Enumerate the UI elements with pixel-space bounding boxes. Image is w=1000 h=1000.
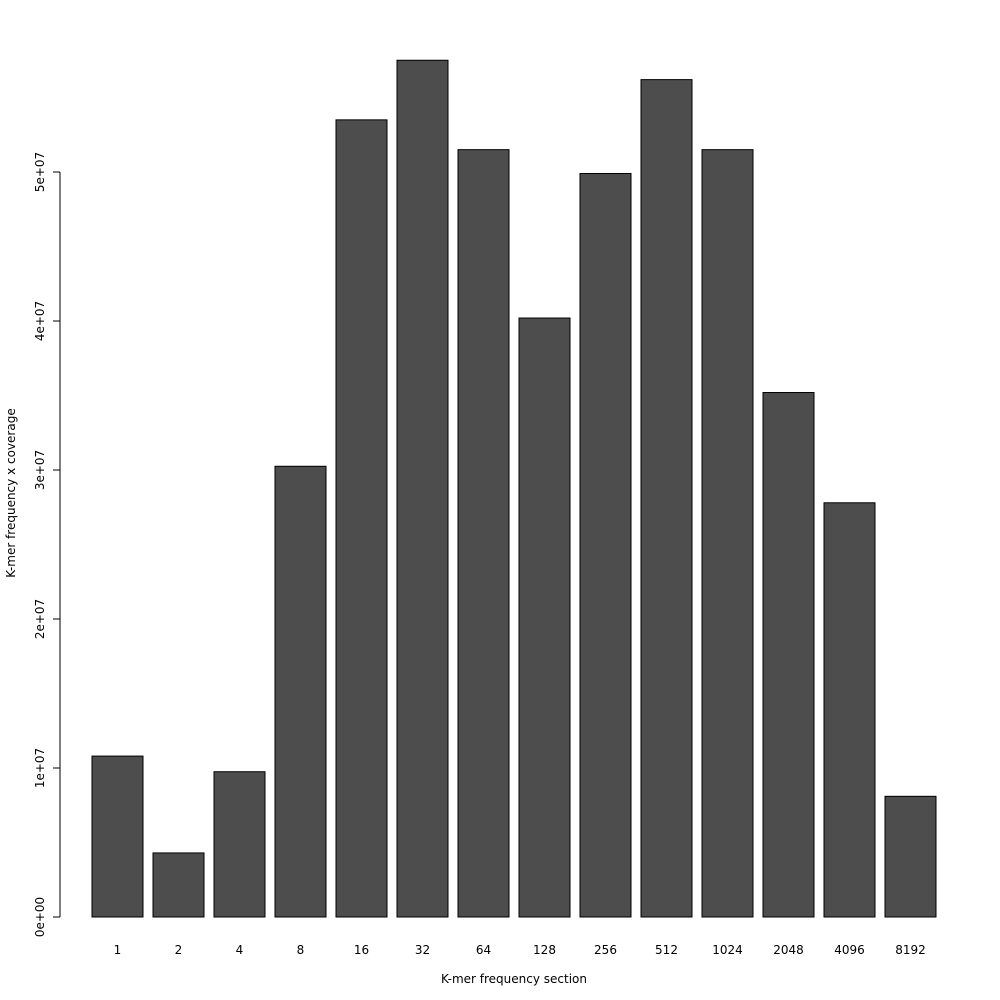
bar-512 bbox=[640, 79, 693, 918]
y-tick-label: 2e+07 bbox=[33, 599, 47, 639]
x-tick-label: 16 bbox=[354, 943, 369, 957]
bar-4 bbox=[213, 771, 266, 918]
y-tick-label: 0e+00 bbox=[33, 897, 47, 937]
bar-256 bbox=[579, 172, 632, 918]
bar-32 bbox=[396, 59, 449, 918]
x-axis-title: K-mer frequency section bbox=[441, 972, 587, 986]
bars-group bbox=[91, 59, 937, 918]
y-tick-label: 3e+07 bbox=[33, 450, 47, 490]
bar-1024 bbox=[701, 149, 754, 918]
x-tick-label: 8 bbox=[297, 943, 305, 957]
bar-1 bbox=[91, 755, 144, 918]
x-tick-label: 1024 bbox=[712, 943, 743, 957]
y-tick-label: 5e+07 bbox=[33, 152, 47, 192]
x-tick-label: 2048 bbox=[773, 943, 804, 957]
bar-16 bbox=[335, 119, 388, 918]
y-axis-title: K-mer frequency x coverage bbox=[4, 408, 18, 577]
y-tick-label: 4e+07 bbox=[33, 301, 47, 341]
bar-2048 bbox=[762, 392, 815, 918]
x-tick-label: 2 bbox=[175, 943, 183, 957]
bar-64 bbox=[457, 149, 510, 918]
bar-8192 bbox=[884, 795, 937, 918]
bar-2 bbox=[152, 852, 205, 918]
x-tick-label: 1 bbox=[114, 943, 122, 957]
x-tick-label: 512 bbox=[655, 943, 678, 957]
x-tick-label: 8192 bbox=[895, 943, 926, 957]
x-tick-label: 64 bbox=[476, 943, 491, 957]
x-tick-label: 32 bbox=[415, 943, 430, 957]
bar-8 bbox=[274, 465, 327, 918]
bar-4096 bbox=[823, 502, 876, 918]
x-axis-tick-labels: 1 2 4 8 16 32 64 128 256 512 1024 2048 4096 8192 bbox=[114, 943, 926, 957]
x-tick-label: 4096 bbox=[834, 943, 865, 957]
y-tick-label: 1e+07 bbox=[33, 748, 47, 788]
x-tick-label: 4 bbox=[236, 943, 244, 957]
bar-128 bbox=[518, 317, 571, 918]
x-tick-label: 256 bbox=[594, 943, 617, 957]
y-axis: 0e+00 1e+07 2e+07 3e+07 4e+07 5e+07 bbox=[33, 152, 61, 937]
x-tick-label: 128 bbox=[533, 943, 556, 957]
